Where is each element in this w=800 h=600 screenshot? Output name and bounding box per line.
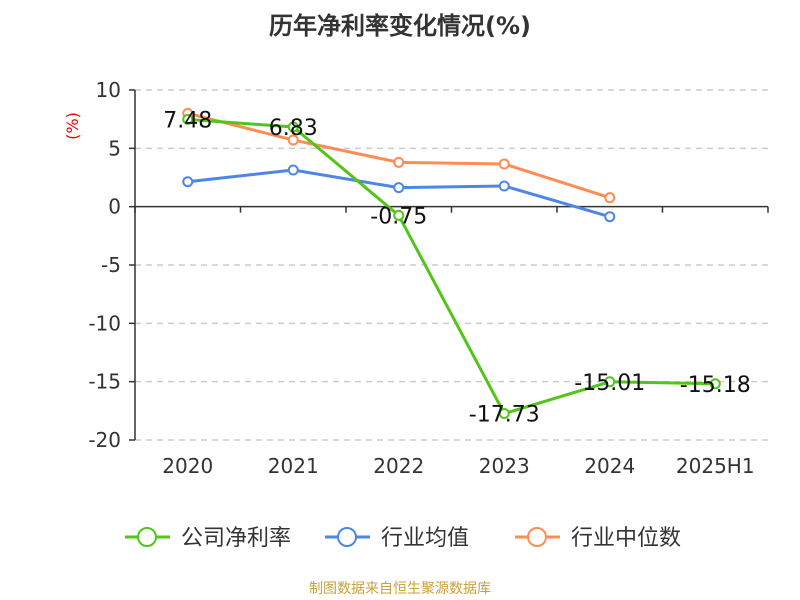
data-point (393, 209, 405, 221)
data-point (604, 192, 616, 204)
legend-label: 公司净利率 (181, 526, 291, 551)
data-point (287, 121, 299, 133)
x-tick-label: 2024 (584, 454, 635, 478)
legend-marker (527, 527, 547, 547)
data-point (287, 134, 299, 146)
x-tick-label: 2021 (268, 454, 319, 478)
y-tick-label: -20 (88, 428, 121, 452)
data-label: 6.83 (269, 116, 318, 141)
x-tick-label: 2025H1 (676, 454, 755, 478)
x-tick-label: 2020 (162, 454, 213, 478)
data-label: 7.48 (163, 108, 212, 133)
data-label: -15.18 (680, 373, 751, 398)
data-point (709, 378, 721, 390)
data-source: 制图数据来自恒生聚源数据库 (309, 581, 491, 597)
data-label: -15.01 (574, 371, 645, 396)
legend-marker (337, 527, 357, 547)
data-point (182, 113, 194, 125)
y-tick-label: -10 (88, 311, 121, 335)
data-point (498, 408, 510, 420)
series-line-0 (187, 117, 716, 416)
data-point (498, 180, 510, 192)
chart-title: 历年净利率变化情况(%) (269, 12, 531, 40)
y-axis-label: (%) (63, 112, 82, 140)
data-point (604, 211, 616, 223)
legend-marker (137, 527, 157, 547)
legend-label: 行业均值 (381, 526, 469, 551)
legend-label: 行业中位数 (571, 526, 681, 551)
data-label: -0.75 (370, 204, 427, 229)
y-tick-label: -5 (101, 253, 121, 277)
y-tick-label: 5 (108, 136, 121, 160)
data-point (498, 158, 510, 170)
data-point (393, 182, 405, 194)
data-point (287, 164, 299, 176)
x-tick-label: 2023 (479, 454, 530, 478)
data-point (393, 156, 405, 168)
data-point (182, 176, 194, 188)
data-point (604, 376, 616, 388)
y-tick-label: 0 (108, 195, 121, 219)
data-label: -17.73 (469, 403, 540, 428)
y-tick-label: 10 (96, 78, 121, 102)
y-tick-label: -15 (88, 370, 121, 394)
x-tick-label: 2022 (373, 454, 424, 478)
